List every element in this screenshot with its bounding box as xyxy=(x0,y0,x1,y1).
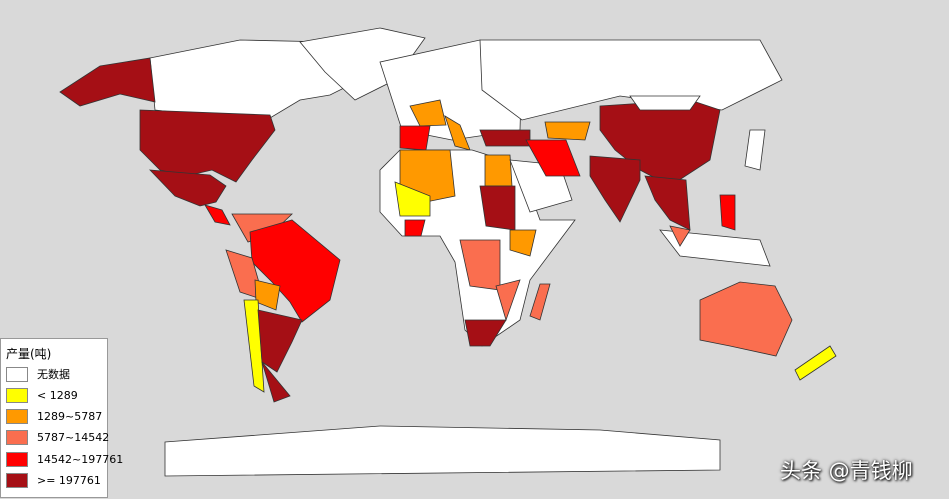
legend-item: 1289~5787 xyxy=(6,409,102,425)
legend-swatch xyxy=(6,409,28,425)
land xyxy=(719,194,736,231)
land xyxy=(254,279,281,311)
legend-item: < 1289 xyxy=(6,387,78,403)
legend-swatch xyxy=(6,387,28,403)
land xyxy=(484,154,513,187)
legend-item: 无数据 xyxy=(6,366,70,382)
land xyxy=(148,169,227,207)
legend-label: >= 197761 xyxy=(37,474,101,487)
legend-label: < 1289 xyxy=(37,388,78,402)
land xyxy=(669,225,691,247)
land xyxy=(464,319,507,347)
land xyxy=(495,279,521,322)
land xyxy=(249,219,341,323)
land xyxy=(629,95,701,111)
land xyxy=(699,281,793,357)
legend-swatch xyxy=(6,430,28,446)
land xyxy=(404,219,426,237)
legend-label: 14542~197761 xyxy=(37,452,124,466)
legend-swatch xyxy=(6,451,28,467)
legend: 产量(吨) 无数据 < 1289 1289~5787 5787~14542 14542~… xyxy=(0,338,123,498)
land xyxy=(139,109,276,183)
legend-item: 5787~14542 xyxy=(6,430,109,446)
legend-label: 无数据 xyxy=(37,368,70,381)
legend-swatch xyxy=(6,366,28,382)
land xyxy=(659,229,771,267)
land xyxy=(399,149,456,203)
land xyxy=(644,175,691,231)
legend-title: 产量(吨) xyxy=(6,347,52,361)
land xyxy=(204,204,231,226)
land xyxy=(744,129,766,171)
legend-swatch xyxy=(6,473,28,488)
land xyxy=(529,283,551,321)
land xyxy=(257,309,303,373)
land xyxy=(544,121,591,141)
land xyxy=(589,155,641,223)
legend-label: 5787~14542 xyxy=(37,431,110,445)
land xyxy=(479,129,531,147)
land xyxy=(509,229,537,257)
land xyxy=(409,99,447,127)
land xyxy=(261,361,291,403)
legend-item: 14542~197761 xyxy=(6,451,123,467)
land xyxy=(479,185,516,231)
land xyxy=(59,57,156,107)
land xyxy=(394,181,431,217)
land xyxy=(399,125,431,151)
watermark: 头条 @青钱柳 xyxy=(780,459,913,483)
land xyxy=(164,425,721,477)
legend-label: 1289~5787 xyxy=(37,410,103,424)
land xyxy=(794,345,837,381)
legend-item: >= 197761 xyxy=(6,473,101,489)
land xyxy=(525,139,581,177)
